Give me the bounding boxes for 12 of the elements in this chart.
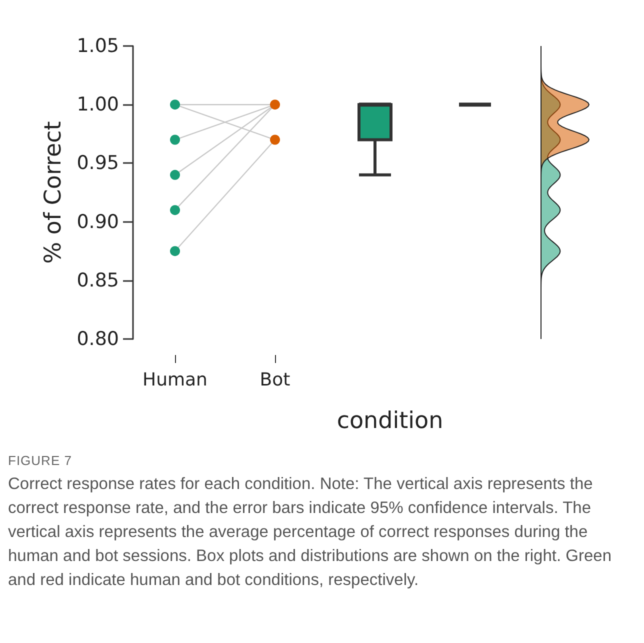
x-axis-title: condition — [336, 408, 444, 434]
y-tick-label: 0.95 — [76, 152, 119, 174]
x-tick-label: Human — [142, 370, 208, 390]
y-tick-label: 0.80 — [76, 328, 119, 350]
y-tick-label: 0.85 — [76, 269, 119, 292]
y-tick-label: 1.00 — [76, 94, 119, 116]
y-axis-title: % of Correct — [40, 121, 66, 264]
x-tick-label: Bot — [260, 370, 290, 390]
y-tick-label: 0.90 — [76, 210, 119, 233]
text: Correct response rates for each condition. Note: The vertical axis represents the correct response rate, and the error bars indicate 95% confidence intervals. The vertical axis represents the average percentage of correct responses during the human and bot sessions. Box plots and distributions are shown on the right. Green and red indicate human and bot conditions, respectively. — [8, 474, 613, 591]
caption: FIGURE 7 — [8, 453, 73, 468]
y-tick-label: 1.05 — [76, 35, 119, 57]
